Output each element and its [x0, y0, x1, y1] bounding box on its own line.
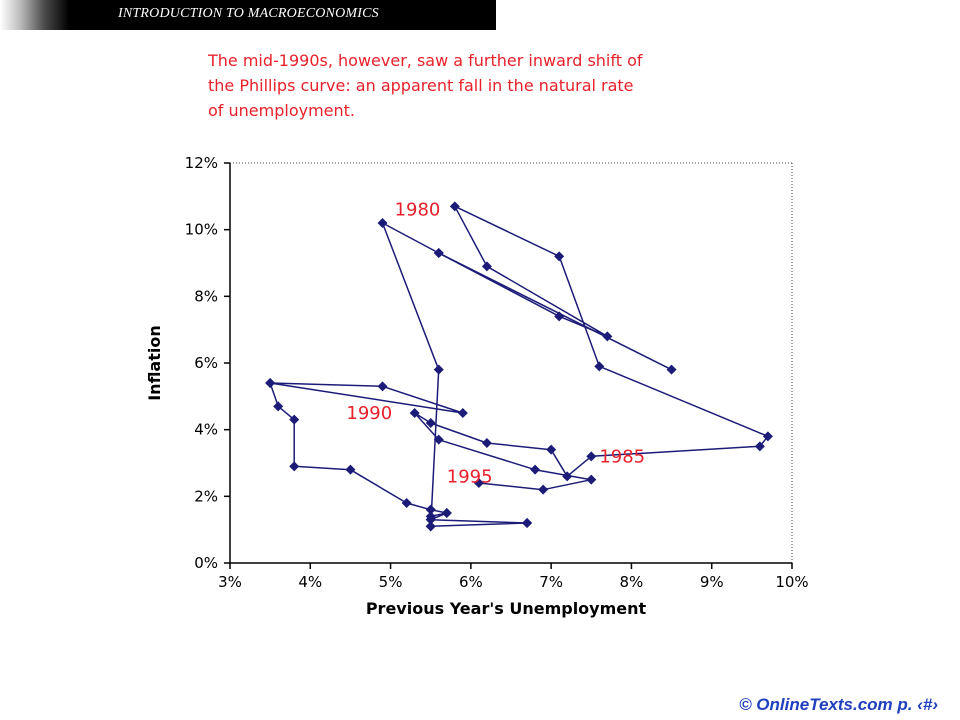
y-tick-label: 6%	[194, 354, 218, 372]
series-line-1	[269, 205, 769, 528]
data-point	[433, 248, 444, 258]
y-tick-label: 10%	[185, 221, 218, 239]
data-point	[409, 408, 420, 418]
footer-copyright: © OnlineTexts.com p. ‹#›	[739, 695, 938, 714]
x-tick-label: 6%	[459, 573, 483, 591]
x-tick-label: 8%	[620, 573, 644, 591]
header-title: INTRODUCTION TO MACROECONOMICS	[118, 6, 379, 21]
data-point	[754, 441, 765, 452]
data-point	[425, 418, 436, 428]
data-point	[586, 474, 597, 485]
data-point	[433, 364, 444, 375]
header-bar: INTRODUCTION TO MACROECONOMICS	[0, 0, 496, 30]
data-point	[401, 498, 412, 508]
x-tick-label: 3%	[218, 573, 242, 591]
data-point	[425, 514, 436, 525]
data-point	[441, 508, 452, 518]
x-tick-label: 10%	[775, 573, 808, 591]
x-tick-label: 9%	[700, 573, 724, 591]
data-point	[538, 484, 549, 495]
year-annotation: 1985	[599, 446, 645, 467]
y-tick-label: 12%	[185, 154, 218, 172]
data-point	[666, 364, 677, 375]
series-line-2	[438, 252, 672, 371]
data-point	[377, 381, 388, 392]
data-point	[377, 218, 388, 228]
data-point	[425, 521, 436, 532]
data-point	[425, 504, 436, 515]
x-axis-title: Previous Year's Unemployment	[366, 599, 647, 618]
data-point	[530, 464, 541, 475]
data-point	[586, 451, 597, 462]
data-point	[449, 201, 460, 212]
data-point	[473, 478, 484, 488]
year-annotation: 1990	[346, 403, 392, 424]
data-point	[265, 378, 276, 388]
data-point	[554, 251, 565, 262]
y-axis-title: Inflation	[145, 325, 164, 401]
y-tick-label: 2%	[194, 487, 218, 505]
x-tick-label: 4%	[298, 573, 322, 591]
x-tick-label: 7%	[539, 573, 563, 591]
data-point	[457, 408, 468, 418]
data-point	[273, 401, 284, 412]
data-point	[345, 464, 356, 475]
year-annotation: 1995	[447, 466, 493, 487]
data-point	[433, 434, 444, 445]
data-point	[762, 431, 773, 442]
y-tick-label: 4%	[194, 421, 218, 439]
data-point	[481, 261, 492, 272]
data-point	[594, 361, 605, 372]
year-annotation: 1980	[395, 200, 441, 221]
y-tick-label: 0%	[194, 554, 218, 572]
data-point	[562, 471, 573, 482]
data-point	[289, 461, 300, 472]
data-point	[481, 438, 492, 448]
slide-caption: The mid-1990s, however, saw a further in…	[208, 51, 643, 120]
data-point	[522, 518, 533, 528]
x-tick-label: 5%	[379, 573, 403, 591]
y-tick-label: 8%	[194, 287, 218, 305]
data-point	[289, 414, 300, 425]
data-point	[546, 444, 557, 455]
